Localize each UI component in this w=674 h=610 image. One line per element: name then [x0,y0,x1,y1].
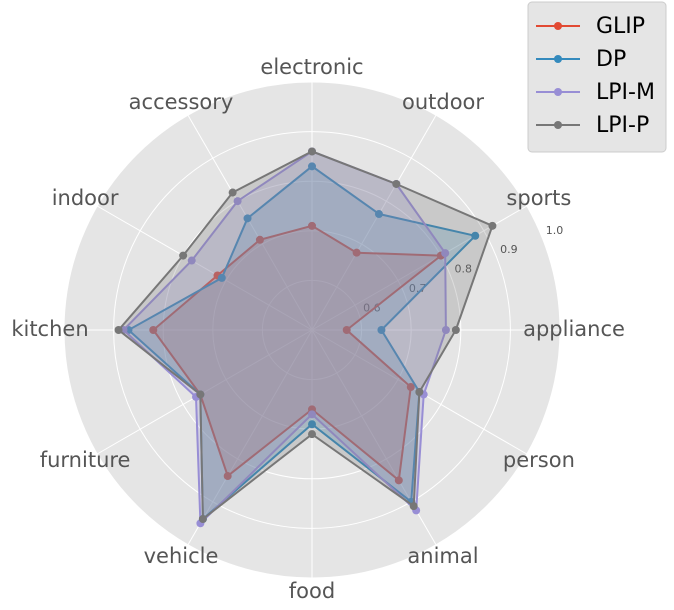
data-point [415,388,424,396]
data-point [198,515,207,524]
data-point [409,502,418,511]
legend-label: DP [596,47,626,72]
data-point [374,210,383,219]
data-point [114,326,123,334]
r-tick-label: 1.0 [546,224,564,237]
legend-marker [554,88,562,96]
legend-label: LPI-M [596,80,655,105]
category-label: furniture [40,448,131,472]
data-point [308,221,316,230]
data-point [488,221,497,230]
legend-box [527,1,667,153]
category-label: appliance [523,317,625,341]
data-point [308,420,316,429]
legend-label: LPI-P [596,113,649,138]
category-label: sports [506,186,571,210]
data-point [179,251,188,260]
data-point [308,410,316,419]
r-tick-label: 0.9 [500,243,518,256]
category-label: indoor [52,186,119,210]
data-point [308,162,316,171]
data-point [217,273,226,282]
spoke [96,205,313,331]
category-label: accessory [129,90,234,114]
legend-label: GLIP [596,14,645,39]
spoke [96,329,313,455]
category-label: kitchen [11,317,88,341]
legend: GLIP DP LPI-M LPI-P [527,1,667,153]
spoke [187,329,313,546]
data-point [471,231,480,240]
data-point [255,235,264,244]
r-tick-label: 0.8 [454,263,472,276]
category-label: electronic [260,55,363,79]
legend-marker [554,22,562,30]
spoke [187,114,313,331]
data-point [233,197,242,206]
data-point [394,476,403,485]
data-point [223,472,232,481]
data-point [196,390,205,399]
r-tick-label: 0.6 [363,301,381,314]
legend-marker [554,121,562,129]
category-label: outdoor [402,90,484,114]
data-point [441,249,450,258]
data-point [149,326,158,334]
data-point [451,326,460,334]
category-label: vehicle [144,544,219,568]
data-point [406,383,415,392]
data-point [243,214,252,223]
r-tick-label: 0.7 [409,282,427,295]
data-point [377,326,386,334]
data-point [228,188,237,197]
category-label: animal [407,544,478,568]
data-point [441,326,450,334]
category-label: person [503,448,575,472]
data-point [187,256,196,265]
data-point [308,430,316,439]
legend-marker [554,55,562,63]
data-point [352,248,361,257]
data-point [308,147,316,156]
data-point [392,179,401,188]
data-point [342,326,351,334]
category-label: food [289,579,335,603]
spoke [311,114,437,331]
